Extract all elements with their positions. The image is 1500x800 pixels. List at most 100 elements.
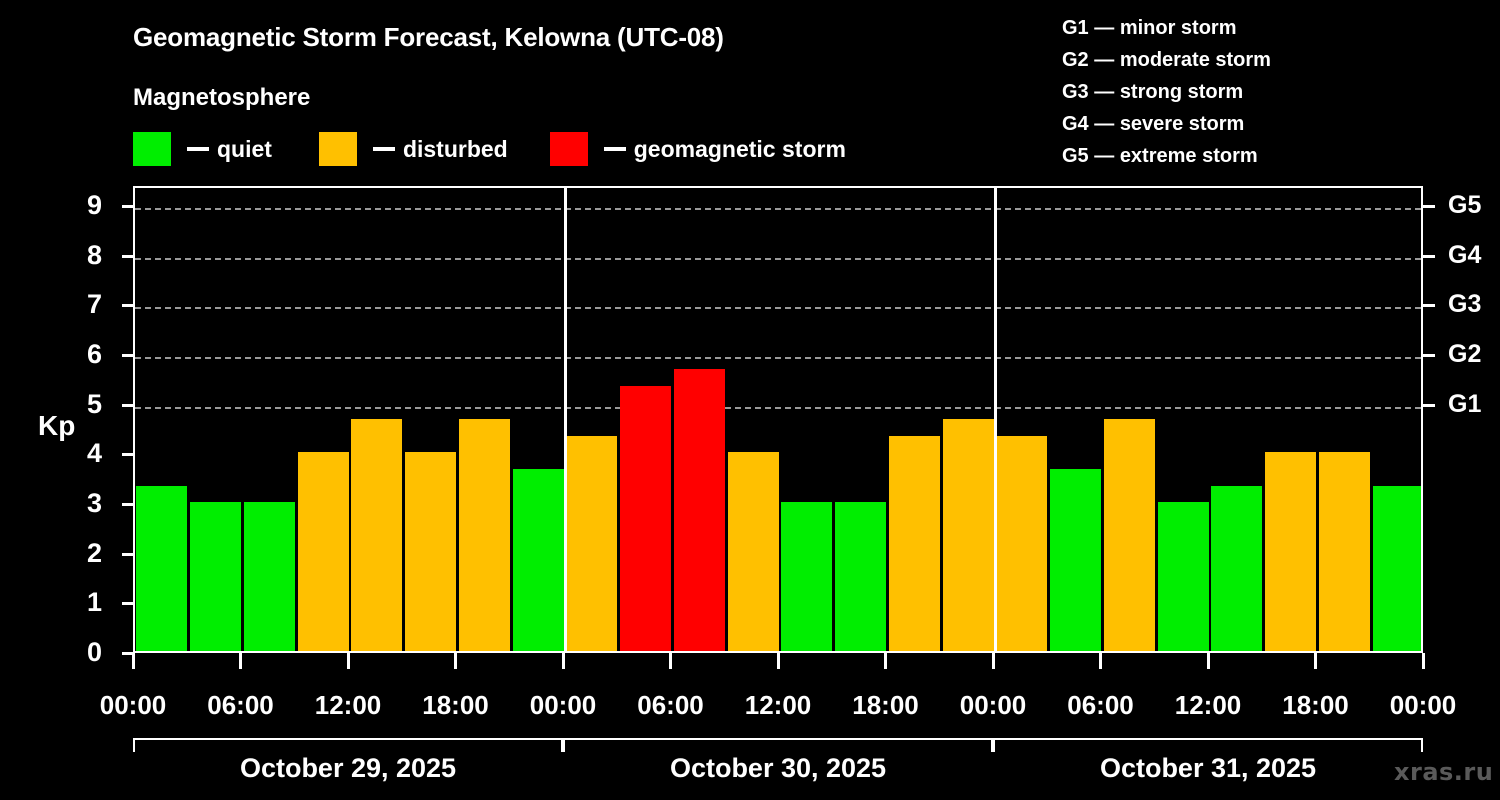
- bar-kp[interactable]: [1103, 419, 1155, 651]
- legend-label: quiet: [217, 135, 272, 162]
- gscale-legend-row-G5: G5 — extreme storm: [1062, 140, 1482, 172]
- g-tick-label-G2: G2: [1448, 339, 1482, 368]
- g-tick-label-G1: G1: [1448, 389, 1482, 418]
- gscale-code: G3: [1062, 81, 1089, 103]
- bar-kp[interactable]: [996, 435, 1048, 651]
- y-tick-label-3: 3: [86, 487, 102, 518]
- bar-kp[interactable]: [888, 435, 940, 651]
- bar-kp[interactable]: [1265, 452, 1317, 651]
- bar-kp[interactable]: [243, 501, 295, 651]
- x-tick-mark: [1421, 653, 1425, 669]
- gscale-description: strong storm: [1119, 81, 1244, 103]
- x-tick-label: 12:00: [1174, 690, 1242, 720]
- gscale-code: G2: [1062, 49, 1089, 71]
- bar-kp[interactable]: [351, 419, 403, 651]
- bar-kp[interactable]: [835, 501, 887, 651]
- x-tick-mark: [1314, 653, 1317, 669]
- gscale-dash: —: [1088, 145, 1120, 167]
- gscale-dash: —: [1088, 49, 1120, 71]
- bar-kp[interactable]: [1157, 501, 1209, 651]
- bar-kp[interactable]: [781, 501, 833, 651]
- g-tick-mark: [1423, 304, 1435, 308]
- day-label: October 31, 2025: [1099, 753, 1317, 783]
- x-tick-mark: [884, 653, 887, 669]
- page-title: Geomagnetic Storm Forecast, Kelowna (UTC…: [133, 22, 724, 52]
- y-tick-label-1: 1: [86, 587, 102, 618]
- bar-kp[interactable]: [727, 452, 779, 651]
- g-tick-label-G5: G5: [1448, 190, 1482, 219]
- day-label: October 29, 2025: [239, 753, 457, 783]
- gridline-kp-5: [135, 406, 1421, 409]
- x-tick-mark: [561, 653, 565, 669]
- gscale-description: minor storm: [1119, 17, 1237, 39]
- x-tick-label: 00:00: [529, 690, 597, 720]
- legend-label: geomagnetic storm: [633, 135, 846, 162]
- x-tick-mark: [776, 653, 780, 669]
- g-tick-mark: [1423, 403, 1435, 407]
- y-tick-mark: [122, 552, 134, 556]
- x-tick-label: 00:00: [1389, 690, 1457, 720]
- y-tick-label-7: 7: [86, 289, 102, 320]
- watermark: xras.ru: [1394, 758, 1494, 786]
- y-tick-mark: [122, 652, 134, 655]
- bar-kp[interactable]: [136, 485, 188, 651]
- bar-kp[interactable]: [1318, 452, 1370, 651]
- bar-kp[interactable]: [942, 419, 994, 651]
- gscale-code: G5: [1062, 145, 1089, 167]
- bar-kp[interactable]: [673, 369, 725, 651]
- y-tick-mark: [122, 403, 134, 407]
- gridline-kp-8: [135, 257, 1421, 260]
- bar-kp[interactable]: [566, 435, 618, 651]
- gridline-kp-7: [135, 307, 1421, 310]
- y-tick-mark: [122, 304, 134, 308]
- y-tick-mark: [122, 453, 134, 457]
- gridline-kp-6: [135, 356, 1421, 359]
- gscale-dash: —: [1088, 113, 1120, 135]
- bar-kp[interactable]: [1211, 485, 1263, 651]
- day-divider: [563, 188, 567, 651]
- bar-kp[interactable]: [190, 501, 242, 651]
- y-tick-label-9: 9: [86, 189, 102, 220]
- y-axis-title: Kp: [38, 410, 76, 441]
- bar-kp[interactable]: [1050, 468, 1102, 651]
- y-tick-mark: [122, 602, 134, 606]
- x-tick-mark: [669, 653, 672, 669]
- y-tick-label-2: 2: [86, 537, 102, 568]
- day-bracket: [133, 738, 563, 752]
- x-tick-label: 18:00: [852, 690, 919, 720]
- x-tick-mark: [991, 653, 995, 669]
- bar-kp[interactable]: [458, 419, 510, 651]
- day-label: October 30, 2025: [669, 753, 887, 783]
- legend-item-quiet: quiet: [133, 132, 272, 166]
- legend-item-disturbed: disturbed: [318, 132, 508, 166]
- bar-kp[interactable]: [1372, 485, 1421, 651]
- bar-kp[interactable]: [405, 452, 457, 651]
- legend-dash: [187, 147, 209, 151]
- gscale-dash: —: [1088, 81, 1120, 103]
- x-tick-label: 06:00: [1067, 690, 1134, 720]
- activity-legend: quiet disturbed geomagnetic storm: [133, 131, 846, 167]
- gscale-legend-row-G4: G4 — severe storm: [1062, 108, 1482, 140]
- x-tick-mark: [239, 653, 242, 669]
- y-tick-mark: [122, 502, 134, 506]
- gridline-kp-9: [135, 207, 1421, 210]
- day-bracket: [563, 738, 993, 752]
- x-tick-mark: [346, 653, 350, 669]
- bar-kp[interactable]: [512, 468, 564, 651]
- y-tick-label-0: 0: [86, 637, 102, 667]
- plot-area: [135, 188, 1421, 651]
- g-tick-mark: [1423, 353, 1435, 357]
- y-tick-label-6: 6: [86, 338, 102, 369]
- bar-kp[interactable]: [620, 386, 672, 651]
- gscale-legend: G1 — minor storm G2 — moderate storm G3 — …: [1062, 12, 1482, 172]
- y-tick-label-8: 8: [86, 239, 102, 270]
- y-tick-mark: [122, 204, 134, 208]
- y-tick-mark: [122, 353, 134, 357]
- orange-square-swatch: [318, 132, 357, 166]
- x-tick-label: 12:00: [314, 690, 382, 720]
- bar-kp[interactable]: [297, 452, 349, 651]
- x-tick-mark: [1099, 653, 1102, 669]
- x-tick-mark: [1206, 653, 1210, 669]
- red-square-swatch: [549, 132, 588, 166]
